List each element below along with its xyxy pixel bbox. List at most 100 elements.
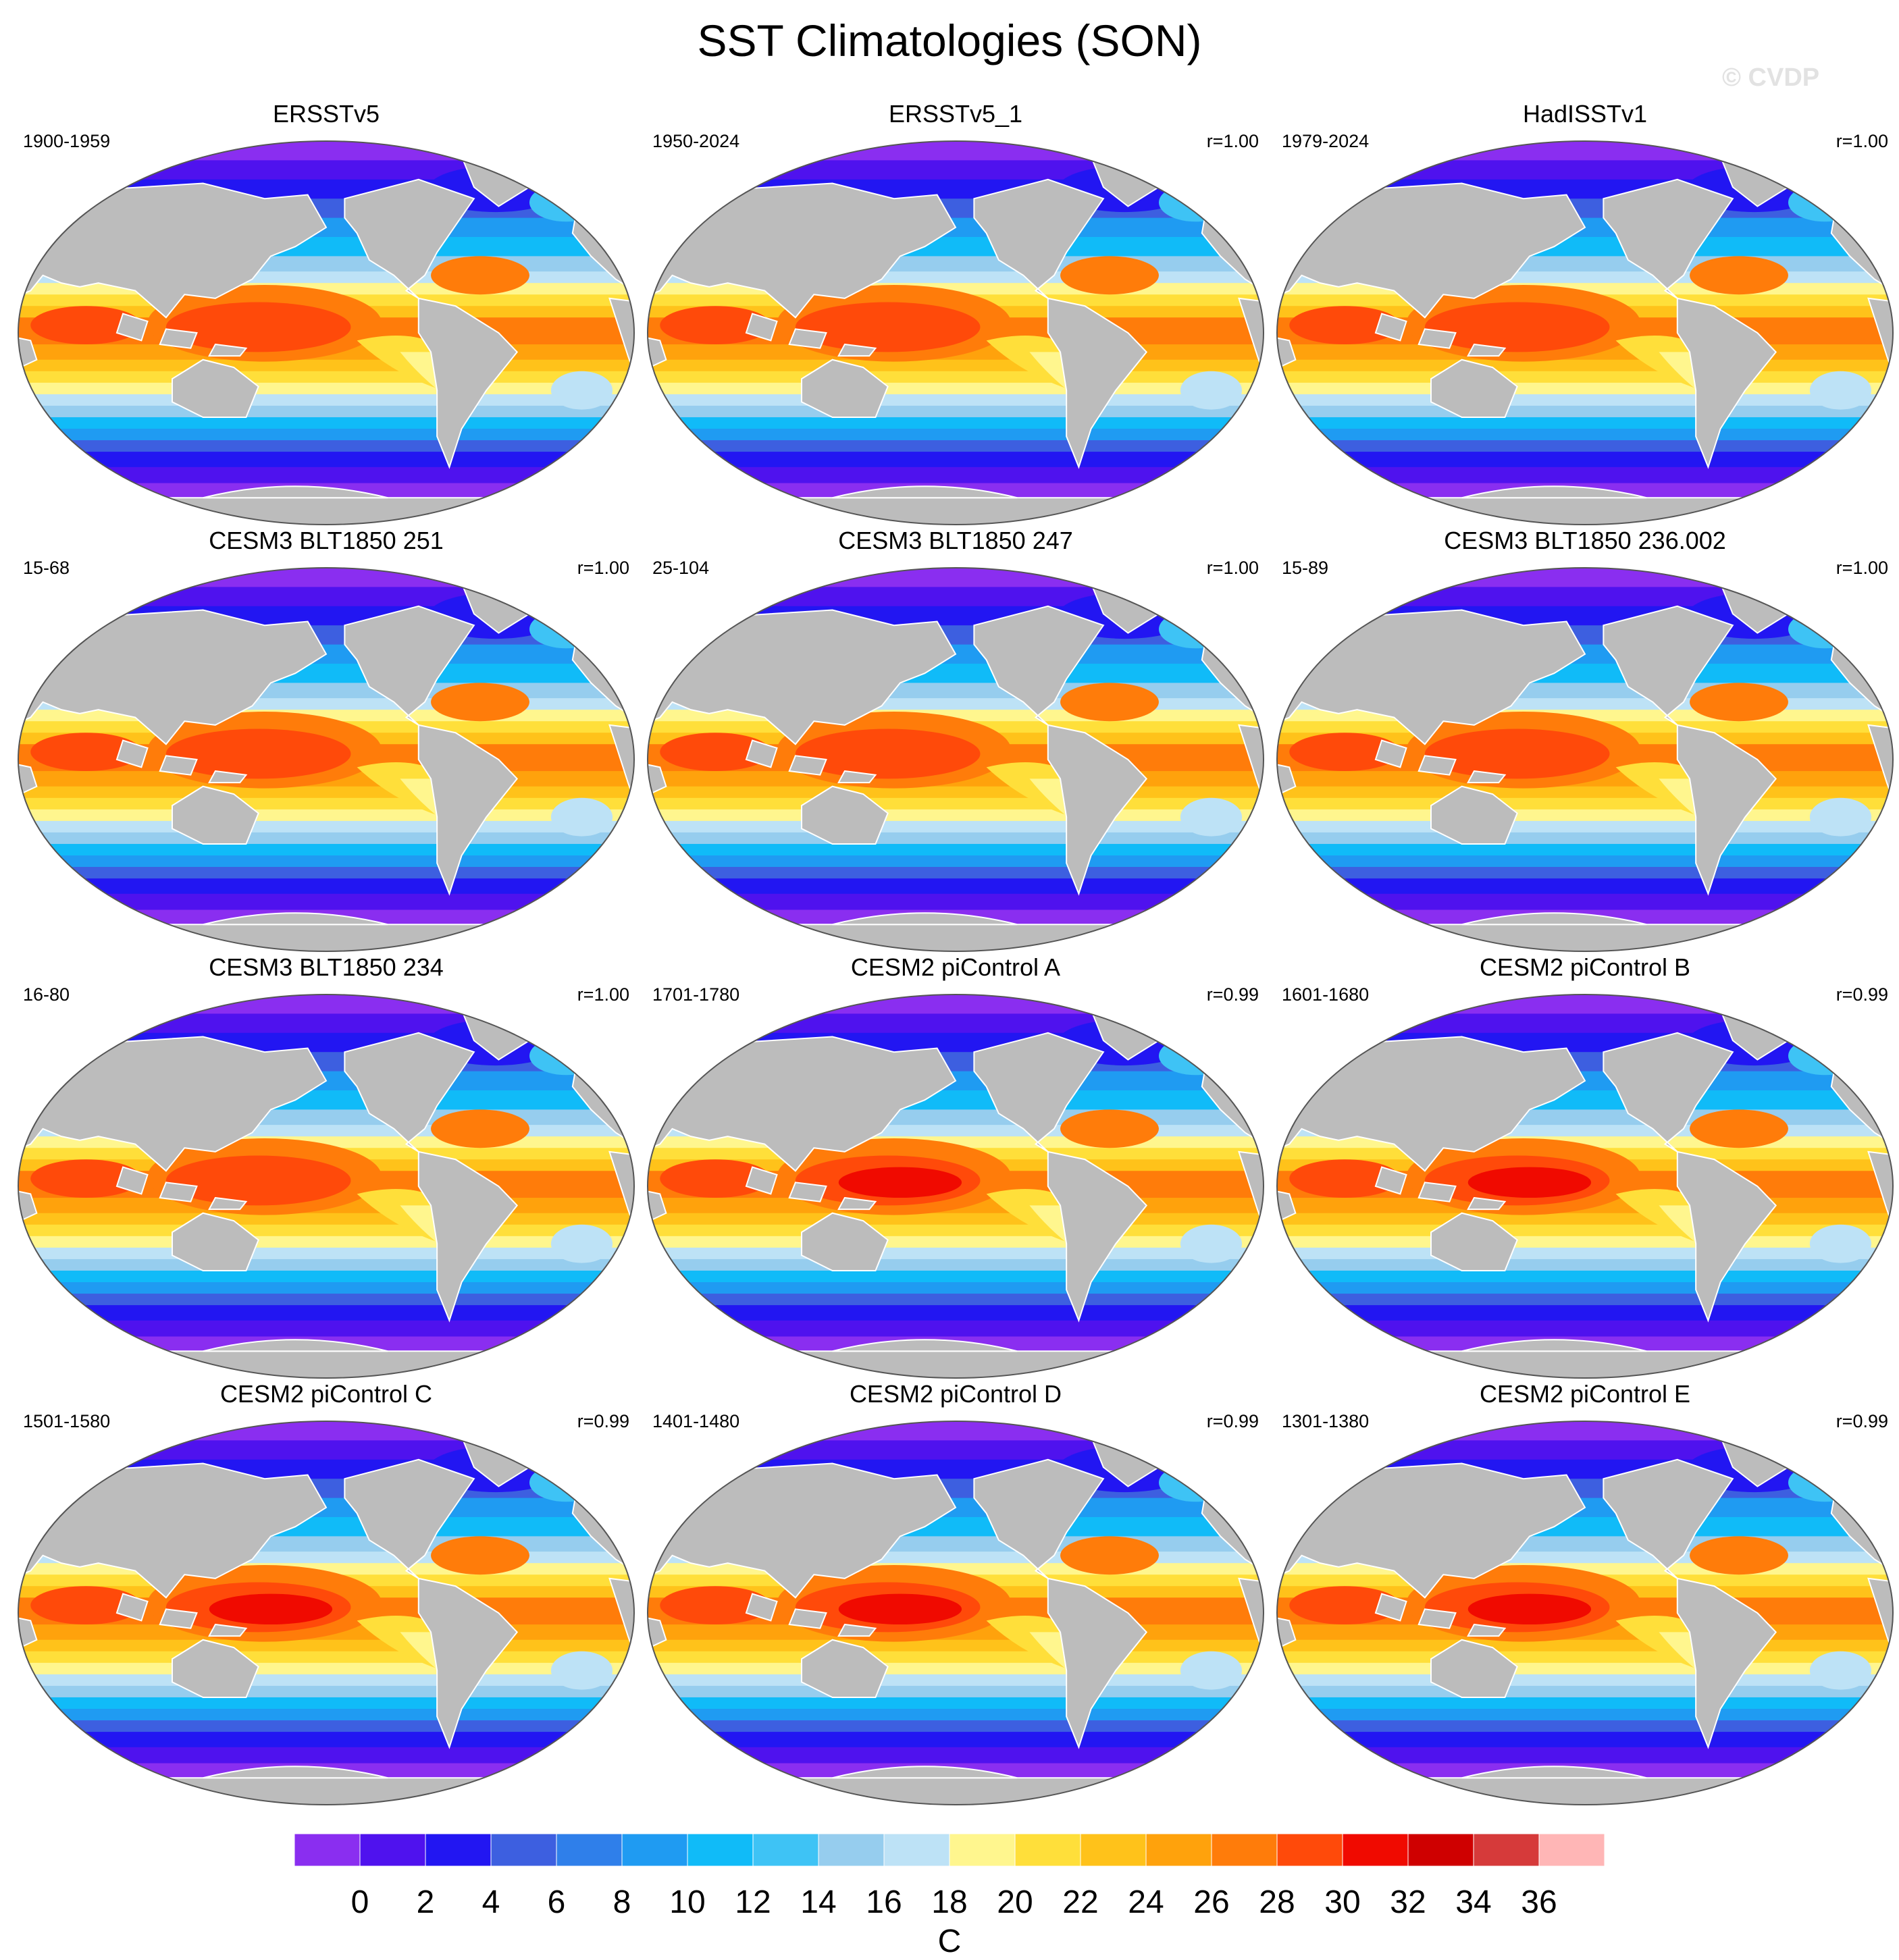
colorbar-box — [425, 1834, 492, 1866]
colorbar-tick-label: 24 — [1128, 1884, 1164, 1920]
panel-period: 1950-2024 — [652, 131, 740, 151]
watermark: © CVDP — [1722, 63, 1820, 92]
colorbar-box — [1407, 1834, 1474, 1866]
colorbar-tick-label: 22 — [1062, 1884, 1099, 1920]
panel-correlation: r=1.00 — [1206, 558, 1259, 578]
colorbar-tick-label: 8 — [613, 1884, 631, 1920]
sst-map — [18, 567, 635, 952]
panel-period: 16-80 — [23, 984, 70, 1005]
panel-correlation: r=0.99 — [577, 1411, 629, 1431]
colorbar-box — [687, 1834, 754, 1866]
colorbar-tick-label: 34 — [1455, 1884, 1492, 1920]
map-panel: CESM3 BLT1850 251 15-68 r=1.00 — [12, 527, 640, 952]
colorbar-units: C — [937, 1924, 962, 1959]
colorbar-tick-label: 32 — [1390, 1884, 1426, 1920]
panel-correlation: r=1.00 — [1836, 558, 1888, 578]
colorbar-box — [1538, 1834, 1605, 1866]
panel-correlation: r=1.00 — [577, 984, 629, 1005]
colorbar-box — [1276, 1834, 1343, 1866]
panel-title: CESM2 piControl A — [850, 953, 1061, 981]
panel-period: 25-104 — [652, 558, 710, 578]
colorbar-tick-label: 16 — [866, 1884, 902, 1920]
colorbar-box — [490, 1834, 557, 1866]
colorbar-tick-label: 26 — [1193, 1884, 1230, 1920]
colorbar-tick-label: 10 — [669, 1884, 706, 1920]
panel-period: 1501-1580 — [23, 1411, 111, 1431]
sst-map — [1276, 1421, 1894, 1805]
colorbar-box — [1080, 1834, 1147, 1866]
colorbar-tick-label: 6 — [547, 1884, 566, 1920]
map-panel: CESM2 piControl D 1401-1480 r=0.99 — [642, 1380, 1270, 1805]
colorbar-box — [294, 1834, 361, 1866]
panel-title: CESM3 BLT1850 247 — [838, 527, 1073, 554]
map-panel: ERSSTv5_1 1950-2024 r=1.00 — [642, 100, 1270, 525]
colorbar-box — [359, 1834, 426, 1866]
figure-title: SST Climatologies (SON) — [697, 16, 1202, 65]
colorbar-box — [883, 1834, 950, 1866]
map-panel: CESM2 piControl A 1701-1780 r=0.99 — [642, 953, 1270, 1379]
colorbar-box — [752, 1834, 819, 1866]
sst-map — [1276, 994, 1894, 1379]
panel-period: 1301-1380 — [1282, 1411, 1370, 1431]
panel-title: CESM3 BLT1850 236.002 — [1444, 527, 1726, 554]
colorbar-box — [1473, 1834, 1540, 1866]
panel-title: ERSSTv5 — [272, 100, 380, 128]
colorbar-tick-label: 0 — [350, 1884, 369, 1920]
panel-correlation: r=1.00 — [577, 558, 629, 578]
panel-title: ERSSTv5_1 — [888, 100, 1023, 128]
colorbar — [294, 1834, 1605, 1866]
panel-period: 1401-1480 — [652, 1411, 740, 1431]
sst-map — [18, 994, 635, 1379]
sst-map — [18, 140, 635, 525]
map-panel: CESM3 BLT1850 247 25-104 r=1.00 — [642, 527, 1270, 952]
colorbar-tick-label: 4 — [482, 1884, 500, 1920]
sst-map — [647, 994, 1264, 1379]
colorbar-tick-label: 36 — [1521, 1884, 1557, 1920]
panel-period: 15-68 — [23, 558, 70, 578]
colorbar-box — [621, 1834, 688, 1866]
panel-correlation: r=1.00 — [1836, 131, 1888, 151]
map-panel: CESM3 BLT1850 234 16-80 r=1.00 — [12, 953, 640, 1379]
panel-title: CESM2 piControl C — [219, 1380, 433, 1408]
colorbar-tick-label: 14 — [800, 1884, 837, 1920]
colorbar-box — [818, 1834, 885, 1866]
panel-period: 1979-2024 — [1282, 131, 1370, 151]
colorbar-tick-label: 30 — [1324, 1884, 1361, 1920]
sst-map — [1276, 567, 1894, 952]
sst-map — [647, 140, 1264, 525]
panel-correlation: r=0.99 — [1836, 984, 1888, 1005]
panel-title: CESM2 piControl E — [1479, 1380, 1691, 1408]
panel-period: 1701-1780 — [652, 984, 740, 1005]
panel-period: 15-89 — [1282, 558, 1329, 578]
panel-period: 1601-1680 — [1282, 984, 1370, 1005]
map-panel: CESM2 piControl C 1501-1580 r=0.99 — [12, 1380, 640, 1805]
colorbar-box — [949, 1834, 1016, 1866]
panel-title: CESM3 BLT1850 251 — [209, 527, 444, 554]
colorbar-box — [1014, 1834, 1081, 1866]
map-panel: CESM2 piControl E 1301-1380 r=0.99 — [1271, 1380, 1899, 1805]
sst-map — [647, 1421, 1264, 1805]
colorbar-box — [1342, 1834, 1409, 1866]
map-panel: HadISSTv1 1979-2024 r=1.00 — [1271, 100, 1899, 525]
colorbar-tick-label: 12 — [735, 1884, 771, 1920]
panel-title: CESM2 piControl B — [1479, 953, 1691, 981]
sst-map — [1276, 140, 1894, 525]
panel-correlation: r=0.99 — [1836, 1411, 1888, 1431]
panel-title: HadISSTv1 — [1522, 100, 1648, 128]
map-panel: CESM2 piControl B 1601-1680 r=0.99 — [1271, 953, 1899, 1379]
colorbar-tick-label: 20 — [997, 1884, 1033, 1920]
colorbar-box — [1211, 1834, 1278, 1866]
panel-period: 1900-1959 — [23, 131, 111, 151]
panel-correlation: r=1.00 — [1206, 131, 1259, 151]
colorbar-tick-label: 2 — [416, 1884, 435, 1920]
colorbar-box — [1145, 1834, 1212, 1866]
panel-title: CESM2 piControl D — [849, 1380, 1062, 1408]
map-panel: CESM3 BLT1850 236.002 15-89 r=1.00 — [1271, 527, 1899, 952]
map-panel: ERSSTv5 1900-1959 — [12, 100, 640, 525]
panel-correlation: r=0.99 — [1206, 984, 1259, 1005]
panel-correlation: r=0.99 — [1206, 1411, 1259, 1431]
colorbar-tick-label: 18 — [931, 1884, 968, 1920]
sst-map — [647, 567, 1264, 952]
panel-title: CESM3 BLT1850 234 — [209, 953, 444, 981]
colorbar-tick-label: 28 — [1259, 1884, 1295, 1920]
